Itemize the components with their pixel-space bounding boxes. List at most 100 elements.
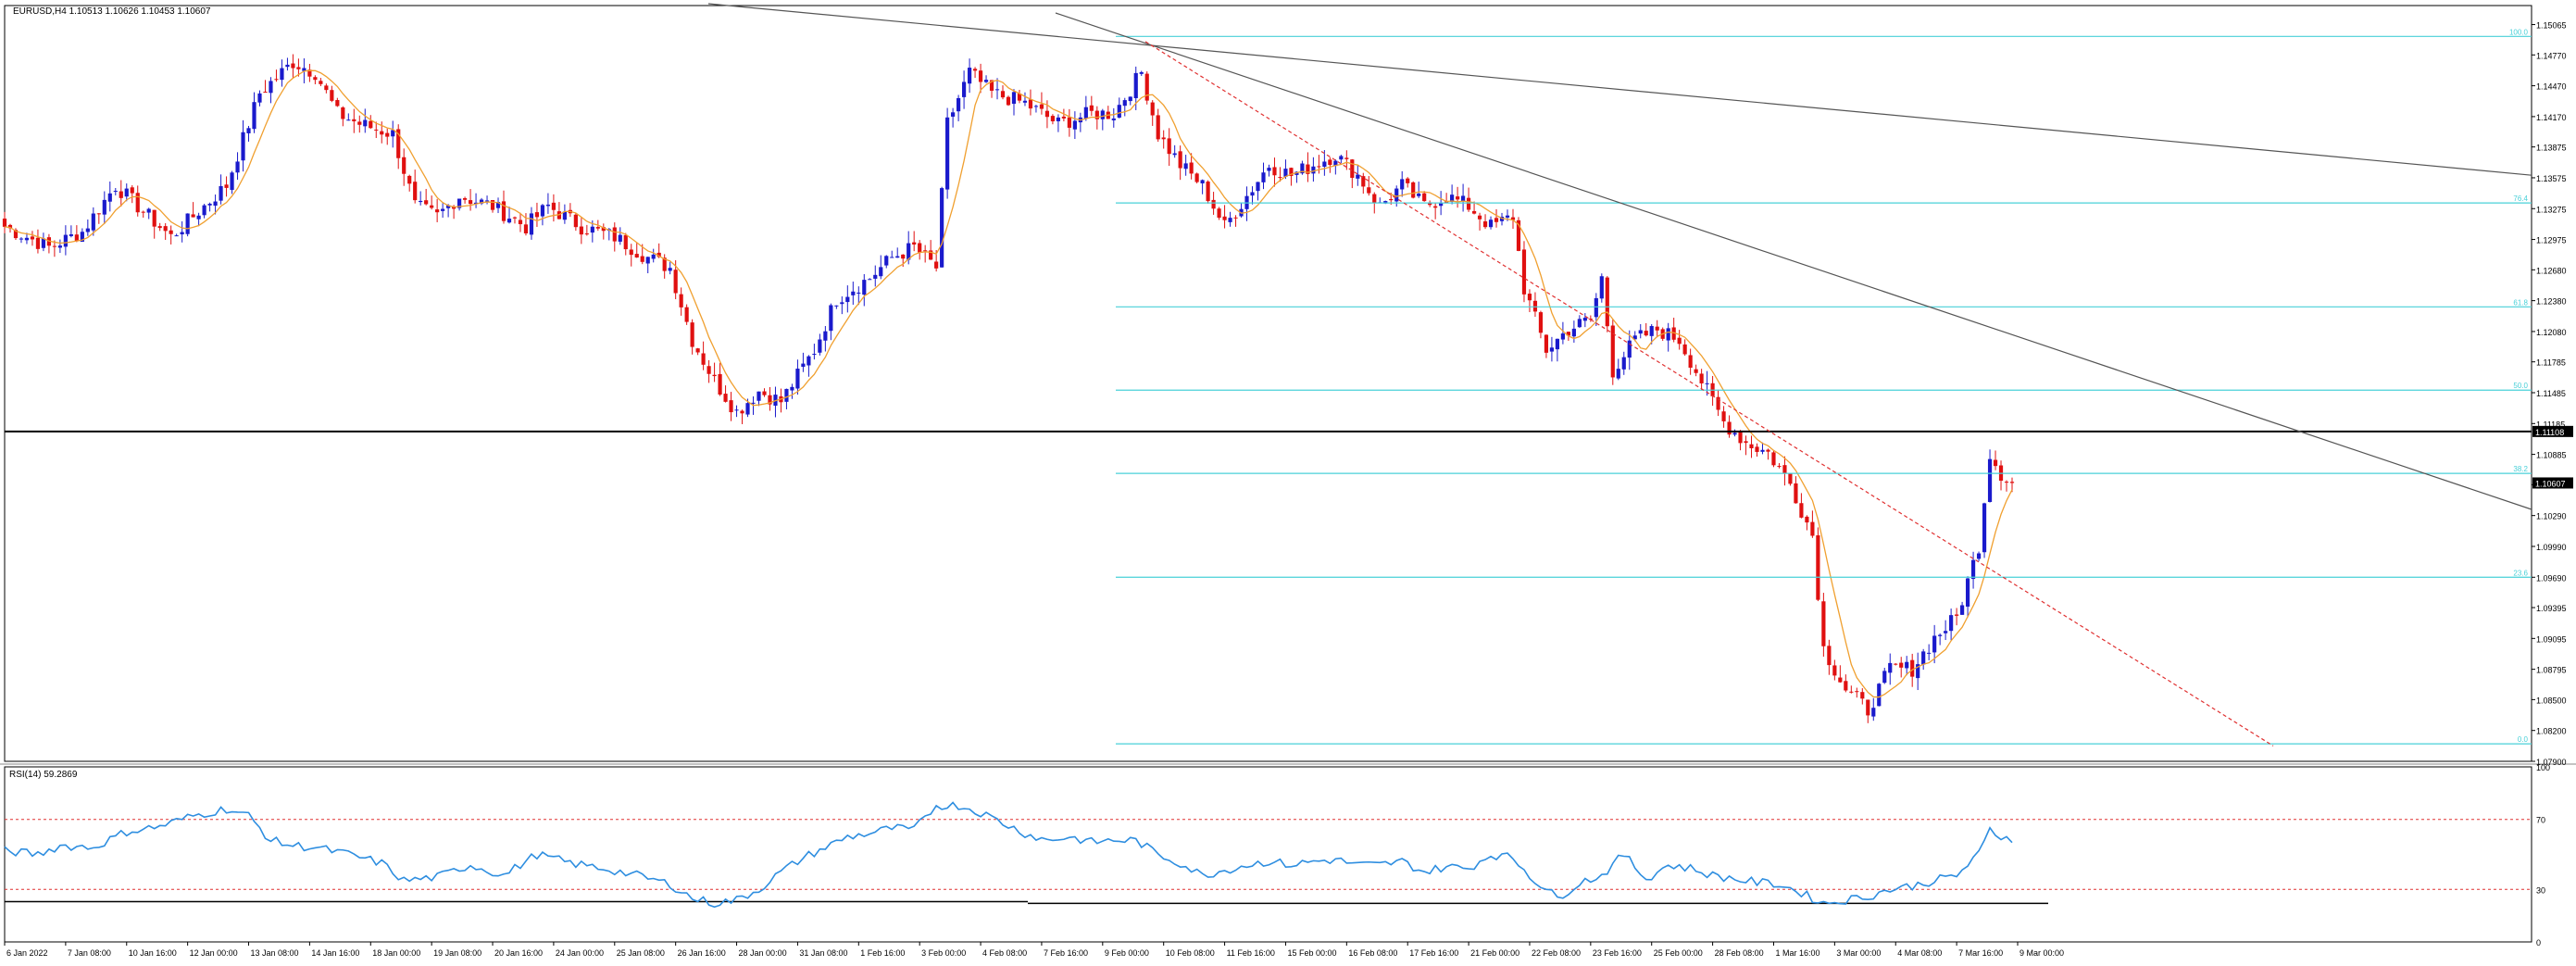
candle-body	[1350, 159, 1355, 178]
candle-body	[757, 391, 761, 401]
candle-body	[1899, 662, 1904, 668]
candle-body	[1139, 71, 1144, 74]
candle-body	[1061, 116, 1066, 119]
candle-body	[7, 224, 13, 229]
candle-body	[446, 205, 451, 208]
candle-body	[1993, 459, 1998, 467]
fib-level-label: 50.0	[2513, 382, 2528, 390]
candle-body	[512, 217, 518, 219]
fib-level-label: 0.0	[2518, 735, 2529, 744]
candle-body	[740, 410, 744, 414]
candle-body	[918, 243, 922, 253]
candle-body	[1383, 201, 1388, 204]
candle-body	[269, 81, 273, 94]
candle-body	[1044, 110, 1050, 118]
candle-body	[63, 234, 68, 247]
candle-body	[907, 243, 911, 260]
descending-trendline[interactable]	[1055, 12, 2532, 510]
candle-body	[1960, 605, 1965, 615]
candle-body	[207, 203, 212, 206]
candle-body	[579, 226, 583, 235]
candle-body	[213, 201, 218, 207]
dotted-red-trendline[interactable]	[1144, 41, 2274, 746]
candle-body	[1233, 217, 1238, 219]
candle-body	[801, 363, 806, 368]
candle-body	[468, 200, 473, 205]
x-tick-label: 3 Mar 00:00	[1836, 948, 1881, 958]
candle-body	[1028, 99, 1033, 109]
candle-body	[1017, 93, 1022, 101]
candle-body	[523, 224, 529, 233]
candle-body	[929, 250, 933, 260]
candle-body	[712, 374, 717, 377]
candle-body	[1100, 110, 1105, 119]
candle-body	[313, 77, 318, 81]
candle-body	[534, 212, 540, 218]
candle-body	[224, 184, 229, 188]
candle-body	[1538, 312, 1544, 333]
candle-body	[274, 79, 279, 81]
candle-body	[352, 119, 356, 121]
candle-body	[1976, 553, 1982, 559]
y-tick-label: 1.10885	[2536, 451, 2567, 460]
candle-body	[219, 185, 223, 201]
long-trendline[interactable]	[707, 3, 2532, 176]
candle-body	[1816, 535, 1820, 600]
candle-body	[1256, 182, 1260, 192]
candle-body	[751, 402, 756, 404]
x-tick-label: 28 Jan 00:00	[739, 948, 787, 958]
candle-body	[141, 211, 145, 213]
rsi-indicator-pane[interactable]: 6 Jan 2022 7 Jan 08:00 10 Jan 16:00 12 Jan …	[4, 763, 2550, 958]
candle-body	[1699, 373, 1704, 383]
x-tick-label: 11 Feb 16:00	[1227, 948, 1275, 958]
x-tick-label: 6 Jan 2022	[6, 948, 48, 958]
candle-body	[307, 69, 312, 77]
candle-body	[1805, 516, 1809, 523]
candle-body	[374, 129, 379, 131]
candle-body	[1178, 151, 1182, 169]
candle-body	[1471, 210, 1477, 214]
candle-body	[185, 213, 190, 234]
candle-body	[157, 226, 162, 229]
candle-body	[645, 257, 650, 264]
candle-body	[1111, 118, 1116, 120]
fib-level-label: 61.8	[2513, 298, 2528, 307]
candle-body	[263, 92, 268, 94]
x-tick-label: 10 Jan 16:00	[129, 948, 177, 958]
candle-body	[1306, 164, 1310, 174]
candle-body	[1267, 168, 1271, 171]
candle-body	[1970, 559, 1976, 580]
x-tick-label: 21 Feb 00:00	[1470, 948, 1519, 958]
candle-body	[1549, 347, 1555, 352]
candle-body	[385, 132, 390, 137]
candle-body	[402, 157, 406, 174]
candle-body	[419, 200, 423, 203]
candle-body	[989, 80, 994, 91]
candle-body	[1760, 449, 1765, 452]
candle-body	[1272, 167, 1277, 176]
x-tick-label: 4 Feb 08:00	[982, 948, 1027, 958]
main-price-pane[interactable]: 1.15065 1.14770 1.14470 1.14170 1.13875 1.135…	[0, 3, 2576, 767]
candle-body	[191, 214, 195, 218]
candle-body	[823, 331, 828, 341]
candle-body	[1466, 197, 1471, 210]
candle-body	[102, 199, 106, 215]
candle-body	[35, 237, 41, 249]
x-tick-label: 1 Feb 16:00	[860, 948, 905, 958]
candle-body	[912, 242, 917, 245]
candle-body	[363, 119, 368, 127]
x-tick-label: 25 Jan 08:00	[617, 948, 665, 958]
y-tick-label: 1.08500	[2536, 696, 2567, 705]
candle-body	[1460, 195, 1466, 202]
candle-body	[829, 305, 833, 332]
candle-body	[1250, 192, 1255, 196]
candle-body	[1599, 276, 1604, 299]
y-tick-label: 1.11185	[2536, 420, 2565, 429]
candle-body	[107, 193, 112, 202]
candle-body	[1738, 431, 1743, 444]
candle-body	[562, 211, 567, 220]
candle-body	[357, 121, 362, 125]
candle-body	[1339, 156, 1344, 160]
candle-body	[1560, 333, 1565, 340]
candle-body	[1749, 444, 1754, 449]
